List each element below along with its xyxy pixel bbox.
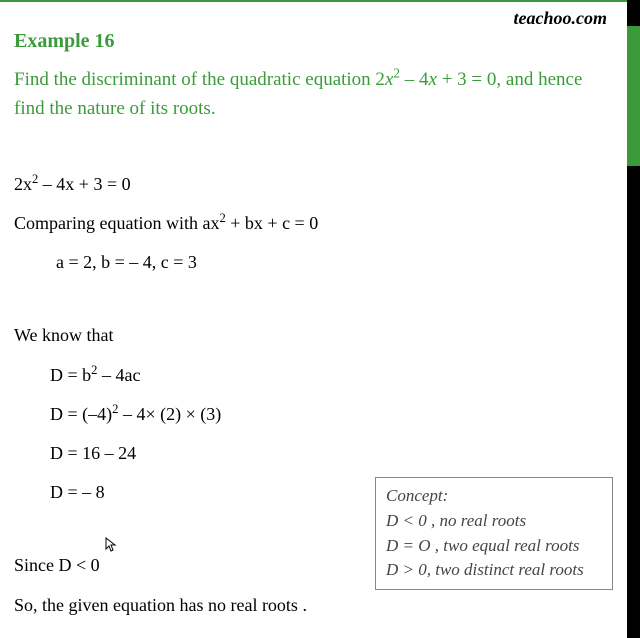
d-sub-prefix: D = (–4) bbox=[50, 404, 112, 424]
concept-heading: Concept: bbox=[386, 484, 602, 509]
equation-line: 2x2 – 4x + 3 = 0 bbox=[14, 172, 613, 197]
d-formula-prefix: D = b bbox=[50, 365, 91, 385]
coefficients-line: a = 2, b = – 4, c = 3 bbox=[14, 250, 613, 275]
compare-suffix: + bx + c = 0 bbox=[226, 213, 318, 233]
eq-prefix: 2x bbox=[14, 174, 32, 194]
scrollbar-thumb[interactable] bbox=[627, 26, 640, 166]
compare-line: Comparing equation with ax2 + bx + c = 0 bbox=[14, 211, 613, 236]
eq-suffix: – 4x + 3 = 0 bbox=[38, 174, 130, 194]
concept-row-3: D > 0, two distinct real roots bbox=[386, 558, 602, 583]
problem-statement: Find the discriminant of the quadratic e… bbox=[14, 65, 613, 124]
concept-row-2: D = O , two equal real roots bbox=[386, 534, 602, 559]
example-title: Example 16 bbox=[14, 30, 613, 53]
concept-box: Concept: D < 0 , no real roots D = O , t… bbox=[375, 477, 613, 590]
concept-row-1: D < 0 , no real roots bbox=[386, 509, 602, 534]
d-formula-suffix: – 4ac bbox=[97, 365, 140, 385]
problem-prefix: Find the discriminant of the quadratic e… bbox=[14, 69, 385, 90]
we-know-line: We know that bbox=[14, 323, 613, 348]
example-title-text: Example 16 bbox=[14, 30, 115, 52]
document-page: teachoo.com Example 16 Find the discrimi… bbox=[0, 0, 627, 638]
d-formula-line: D = b2 – 4ac bbox=[14, 363, 613, 388]
d-calc-line: D = 16 – 24 bbox=[14, 441, 613, 466]
problem-mid1: – 4 bbox=[400, 69, 429, 90]
d-substitution-line: D = (–4)2 – 4× (2) × (3) bbox=[14, 402, 613, 427]
problem-var2: x bbox=[429, 69, 437, 90]
conclusion-line: So, the given equation has no real roots… bbox=[14, 593, 613, 618]
brand-watermark: teachoo.com bbox=[514, 8, 607, 29]
d-sub-suffix: – 4× (2) × (3) bbox=[118, 404, 221, 424]
compare-prefix: Comparing equation with ax bbox=[14, 213, 219, 233]
